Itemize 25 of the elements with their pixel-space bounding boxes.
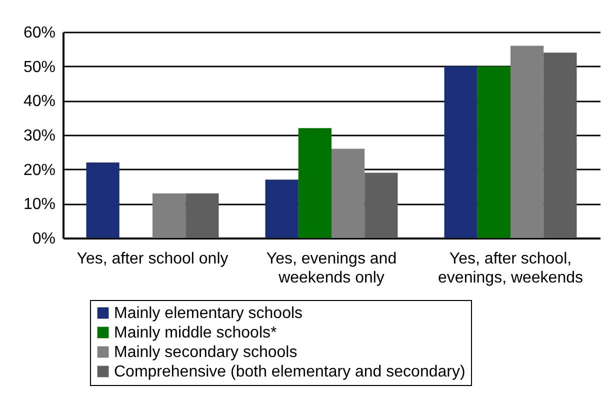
y-tick-label: 40%	[23, 93, 56, 110]
bar	[364, 172, 398, 238]
legend-label: Mainly secondary schools	[114, 344, 298, 361]
bar	[86, 162, 120, 238]
x-tick-label: Yes, after school, evenings, weekends	[438, 250, 583, 286]
y-tick-label: 20%	[23, 162, 56, 179]
y-tick-label: 50%	[23, 58, 56, 76]
bar	[265, 180, 298, 238]
bar	[510, 46, 544, 238]
y-tick-label: 60%	[23, 24, 56, 42]
y-tick-label: 0%	[32, 230, 56, 248]
legend-label: Comprehensive (both elementary and secondary)	[114, 364, 466, 380]
bar	[332, 148, 365, 238]
y-tick-label: 10%	[23, 196, 56, 214]
bar	[477, 66, 510, 238]
bar	[152, 193, 186, 238]
bar	[298, 128, 332, 238]
bar	[186, 193, 219, 238]
legend-label: Mainly middle schools*	[114, 324, 277, 342]
bar	[544, 52, 577, 238]
x-tick-label: Yes, evenings and weekends only	[266, 250, 397, 286]
legend-label: Mainly elementary schools	[114, 305, 303, 322]
y-tick-label: 30%	[23, 128, 56, 144]
bar	[444, 66, 478, 238]
x-tick-label: Yes, after school only	[76, 250, 228, 268]
